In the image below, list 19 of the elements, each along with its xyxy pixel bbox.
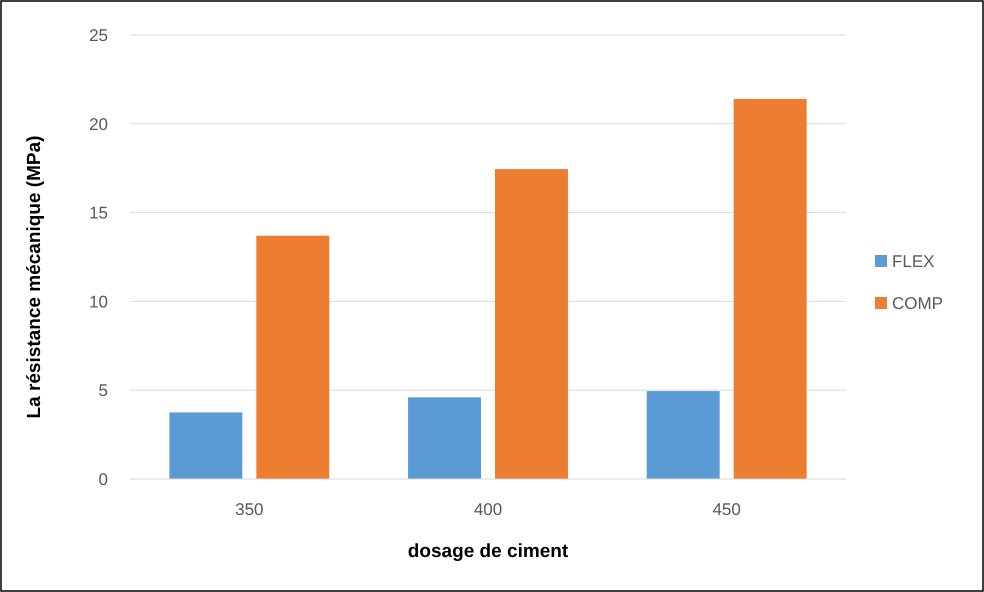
legend-label: FLEX [892,252,935,271]
legend-label: COMP [892,294,943,313]
y-tick-label: 20 [89,114,108,134]
bar [646,391,720,479]
y-tick-label: 15 [89,204,108,223]
bar [408,397,481,479]
x-axis-title: dosage de ciment [408,541,569,562]
x-tick-label: 400 [474,500,502,519]
y-axis-title: La résistance mécanique (MPa) [24,136,45,418]
y-tick-label: 0 [98,470,108,489]
x-tick-label: 450 [712,500,741,519]
bar [495,169,568,479]
x-tick-label: 350 [235,500,264,519]
bar [169,412,242,479]
y-tick-label: 10 [89,292,108,312]
y-tick-label: 25 [89,26,108,45]
bar [256,236,330,479]
bar [734,98,807,479]
y-tick-label: 5 [98,381,108,400]
